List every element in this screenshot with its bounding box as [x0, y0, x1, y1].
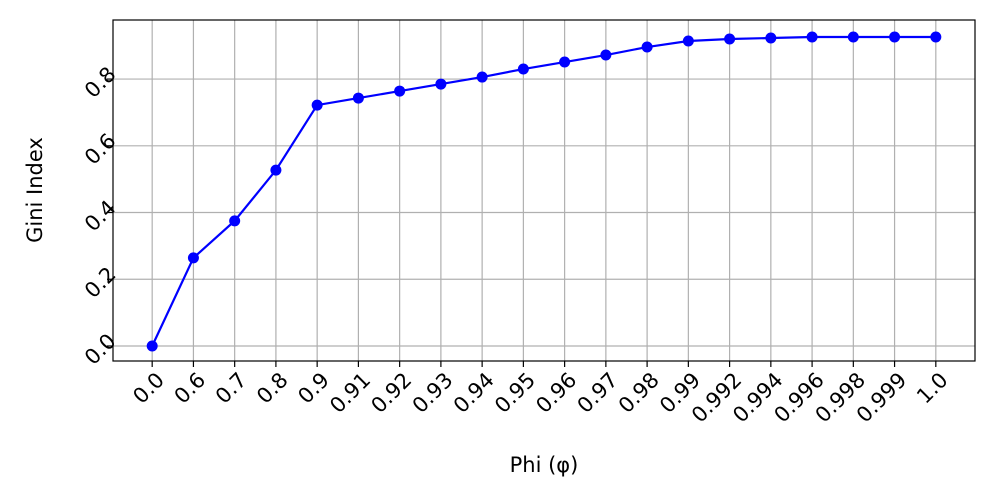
marker: [517, 63, 529, 75]
marker: [187, 252, 199, 264]
marker: [146, 340, 158, 352]
marker: [724, 33, 736, 45]
marker: [889, 31, 901, 43]
marker: [311, 99, 323, 111]
marker: [765, 32, 777, 44]
marker: [559, 56, 571, 68]
marker: [352, 92, 364, 104]
line: [151, 35, 936, 347]
x-axis-label: Phi (φ): [510, 453, 579, 477]
marker: [641, 41, 653, 53]
plot-frame: [112, 19, 976, 362]
marker: [229, 215, 241, 227]
marker: [930, 31, 942, 43]
marker: [847, 31, 859, 43]
marker: [806, 31, 818, 43]
marker: [476, 71, 488, 83]
marker: [682, 35, 694, 47]
y-axis-label: Gini Index: [23, 137, 47, 243]
marker: [435, 78, 447, 90]
marker: [270, 164, 282, 176]
marker: [394, 85, 406, 97]
marker: [600, 49, 612, 61]
